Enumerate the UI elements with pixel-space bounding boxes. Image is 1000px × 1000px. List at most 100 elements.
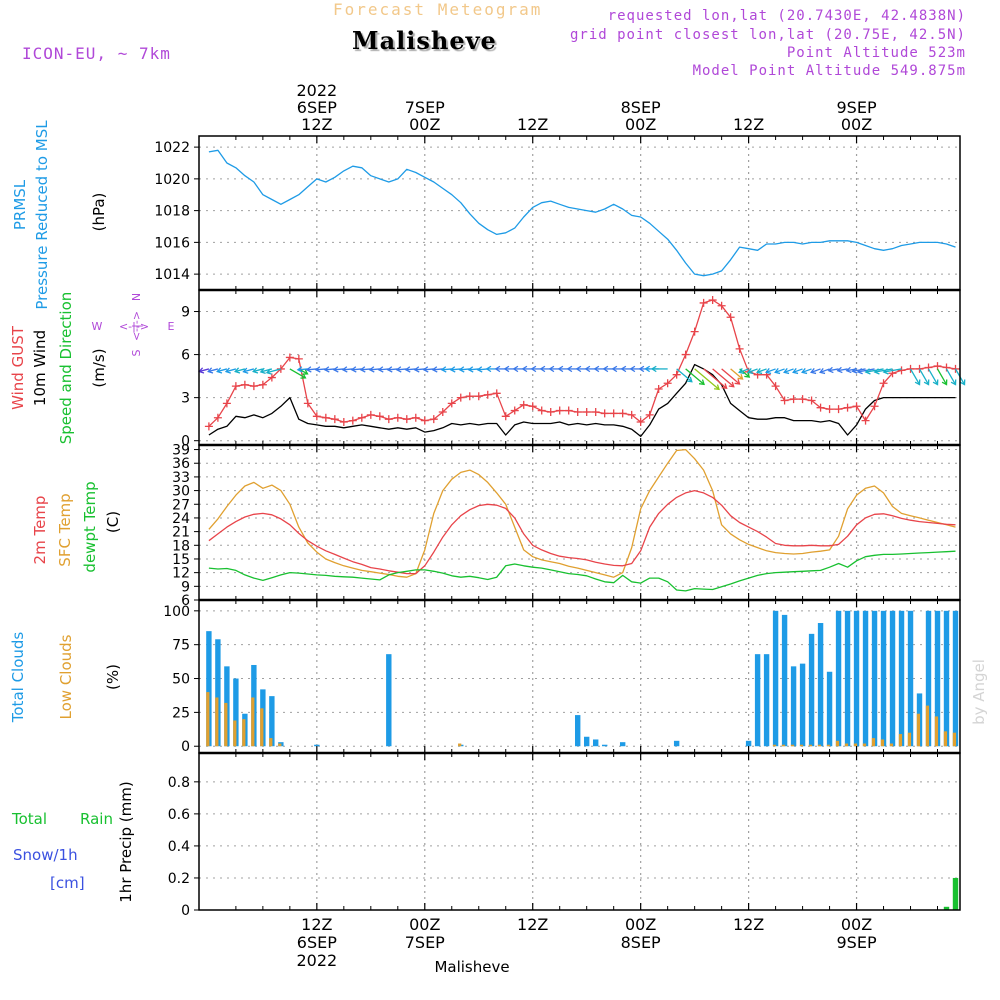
low-clouds-bar bbox=[934, 716, 939, 747]
low-clouds-bar bbox=[215, 697, 219, 747]
wind-unit: (m/s) bbox=[90, 348, 108, 387]
total-clouds-bar bbox=[799, 663, 806, 747]
time-label-bottom: 12Z bbox=[517, 915, 548, 934]
low-clouds-bar bbox=[889, 743, 894, 747]
wind-arrow bbox=[441, 368, 452, 371]
time-label-top: 00Z bbox=[409, 115, 440, 134]
gust-marker bbox=[483, 390, 492, 399]
gust-marker bbox=[366, 410, 375, 419]
wind-arrow-head bbox=[593, 365, 600, 373]
wind-arrow-head bbox=[368, 366, 375, 373]
wind-arrow bbox=[774, 368, 785, 373]
wind-arrow-head bbox=[539, 365, 546, 373]
wind-arrow-head bbox=[738, 367, 745, 375]
gust-marker bbox=[420, 416, 429, 425]
prmsl-label: PRMSL bbox=[11, 179, 29, 230]
gust-marker bbox=[843, 403, 852, 412]
low-clouds-bar bbox=[781, 744, 786, 747]
time-label-bottom: 2022 bbox=[296, 951, 337, 970]
wind-arrow bbox=[266, 368, 282, 374]
total-clouds-bar bbox=[314, 744, 320, 747]
total-clouds-bar bbox=[817, 623, 824, 747]
location-title: Malisheve bbox=[352, 26, 497, 55]
total-clouds-bar bbox=[943, 610, 950, 747]
footer-location: Malisheve bbox=[434, 958, 509, 976]
wind-arrow-head bbox=[332, 366, 339, 373]
axes: 1014101610181020102203696912151821242730… bbox=[154, 81, 939, 970]
total-clouds-bar bbox=[763, 654, 770, 747]
y-tick-label: 25 bbox=[172, 705, 190, 721]
gust-marker bbox=[861, 416, 870, 425]
wind-arrow bbox=[360, 368, 371, 371]
wind-arrow-head bbox=[302, 369, 309, 375]
time-label-top: 00Z bbox=[841, 115, 872, 134]
y-tick-label: 0.2 bbox=[168, 871, 190, 887]
wind-arrow-head bbox=[296, 366, 303, 373]
wind-arrow-head bbox=[765, 367, 772, 375]
wind-arrow-head bbox=[873, 368, 880, 375]
y-tick-label: 27 bbox=[172, 497, 190, 513]
low-clouds-bar bbox=[952, 732, 957, 747]
wind-arrow-head bbox=[914, 379, 921, 386]
gust-marker bbox=[240, 380, 249, 389]
gust-marker bbox=[555, 406, 564, 415]
time-label-bottom: 12Z bbox=[733, 915, 764, 934]
wind-arrow-head bbox=[404, 366, 411, 373]
gust-marker bbox=[897, 366, 906, 375]
total-clouds-bar bbox=[853, 610, 860, 747]
time-label-top: 12Z bbox=[733, 115, 764, 134]
wind-arrow bbox=[297, 368, 308, 371]
wind-arrow bbox=[423, 368, 434, 371]
gust-marker bbox=[636, 418, 645, 427]
wind-arrow-head bbox=[557, 365, 564, 373]
wind-arrow-head bbox=[242, 367, 249, 374]
gust-marker bbox=[933, 362, 942, 371]
compass-east: E bbox=[168, 320, 175, 333]
wind-arrow bbox=[199, 368, 210, 373]
y-tick-label: 9 bbox=[181, 579, 190, 595]
gust-marker bbox=[402, 415, 411, 424]
wind-arrow-head bbox=[756, 367, 763, 375]
compass-south: S bbox=[130, 349, 143, 356]
wind-arrow-head bbox=[458, 366, 465, 373]
wind-arrow-head bbox=[836, 366, 843, 374]
wind-arrow bbox=[324, 368, 335, 371]
gust-marker bbox=[276, 364, 285, 373]
time-label-bottom: 9SEP bbox=[837, 933, 877, 952]
wind-arrow bbox=[837, 368, 848, 372]
wind-arrow-head bbox=[305, 366, 312, 373]
total-label: Total bbox=[11, 810, 47, 828]
gust-marker bbox=[348, 416, 357, 425]
total-clouds-bar bbox=[808, 633, 815, 747]
wind-arrow bbox=[936, 368, 948, 385]
low-clouds-bar bbox=[242, 719, 246, 747]
wind-arrow-head bbox=[650, 365, 657, 373]
rain-label: Rain bbox=[80, 810, 113, 828]
wind-arrow bbox=[927, 368, 939, 385]
wind-arrow-head bbox=[620, 365, 627, 373]
wind-arrow bbox=[208, 368, 219, 373]
wind-arrow-head bbox=[234, 367, 241, 374]
y-tick-label: 0 bbox=[181, 739, 190, 755]
wind-arrow-head bbox=[503, 365, 510, 373]
wind-arrow-head bbox=[792, 367, 799, 375]
gust-marker bbox=[609, 409, 618, 418]
wind-arrow bbox=[730, 368, 743, 380]
wind-arrow-head bbox=[698, 379, 705, 386]
wind-arrow-head bbox=[783, 367, 790, 375]
gust-marker bbox=[915, 364, 924, 373]
gust-marker bbox=[942, 363, 951, 372]
panel-frame bbox=[198, 444, 961, 601]
low-clouds-bar bbox=[233, 720, 237, 747]
wind-arrow bbox=[342, 368, 353, 371]
wind-arrow-head bbox=[629, 365, 636, 373]
y-tick-label: 21 bbox=[172, 525, 190, 541]
wind-arrow-head bbox=[864, 368, 871, 375]
wind-arrow-head bbox=[323, 366, 330, 373]
wind-arrow-head bbox=[774, 367, 781, 375]
wind-arrow bbox=[243, 368, 255, 373]
total-clouds-bar bbox=[925, 610, 932, 747]
y-tick-label: 50 bbox=[172, 672, 190, 688]
wind-arrow-head bbox=[476, 366, 483, 373]
time-label-bottom: 8SEP bbox=[621, 933, 661, 952]
